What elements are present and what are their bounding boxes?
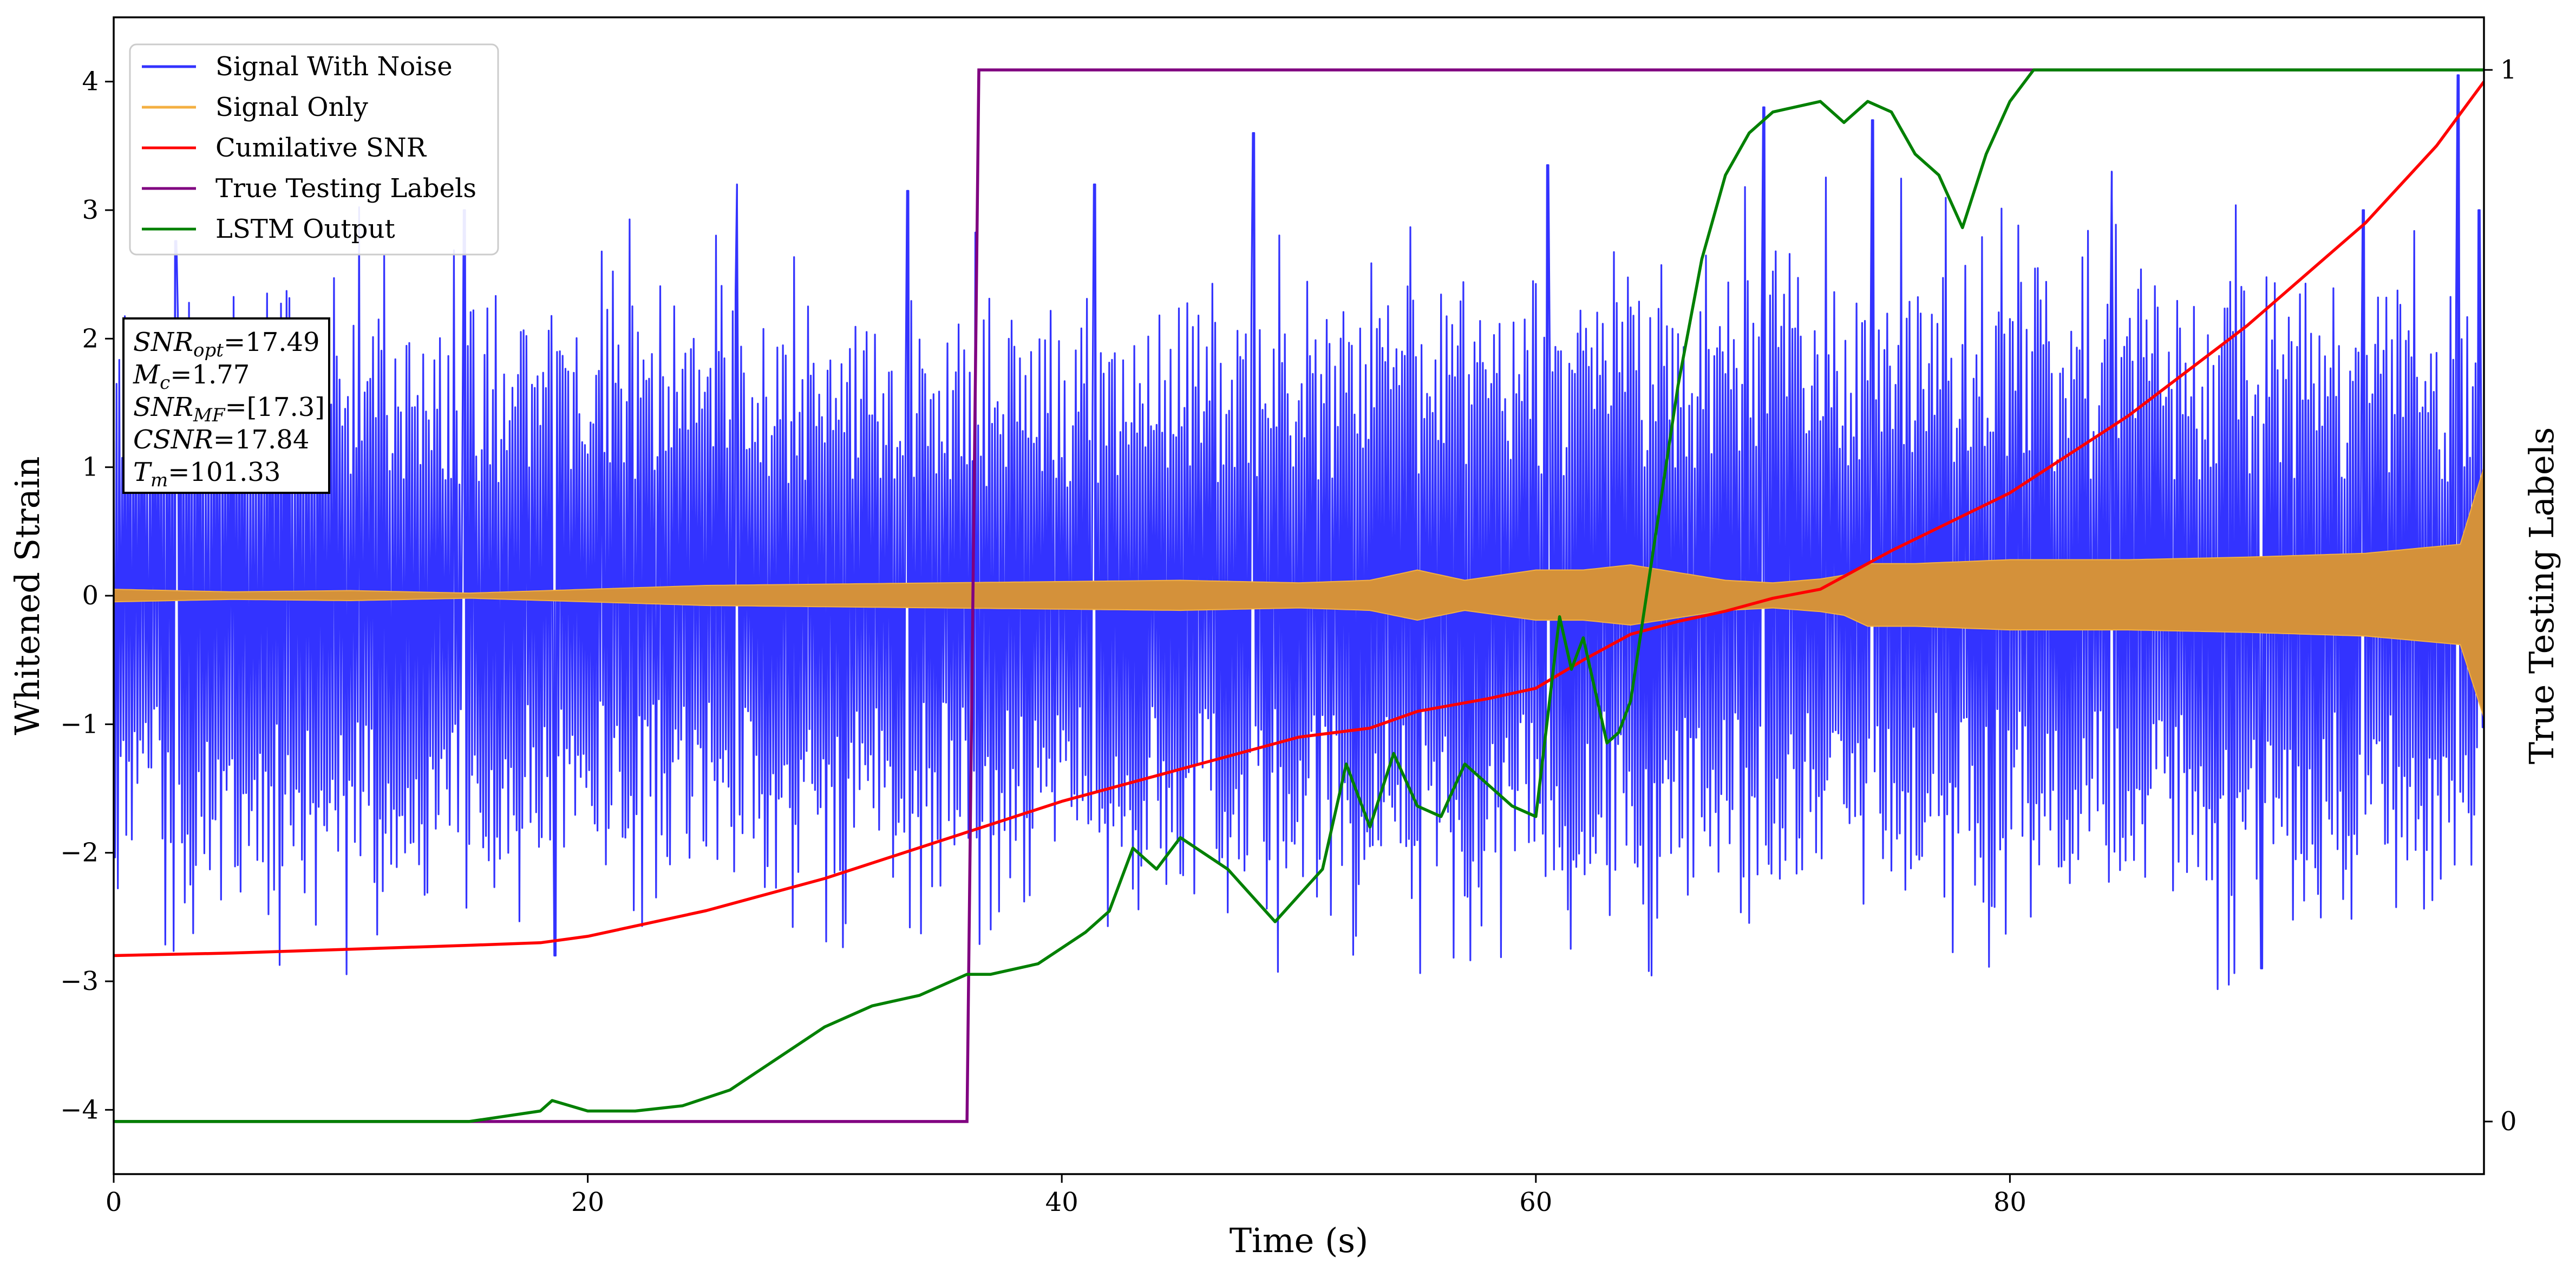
x-tick-label: 40 <box>1045 1187 1078 1217</box>
x-tick-label: 80 <box>1993 1187 2026 1217</box>
x-tick-label: 60 <box>1519 1187 1552 1217</box>
y-tick-label: −3 <box>60 966 99 996</box>
legend-item-cumilative-snr: Cumilative SNR <box>142 133 427 163</box>
y-tick-label: −2 <box>60 838 99 868</box>
cumilative-snr-line <box>114 81 2484 957</box>
right-y-tick-label: 0 <box>2500 1106 2517 1137</box>
right-y-tick-label: 1 <box>2500 55 2517 85</box>
legend: Signal With Noise Signal Only Cumilative… <box>129 43 499 256</box>
true-testing-labels-series <box>114 68 2484 1123</box>
stats-line: SNRMF=[17.3] <box>133 392 325 426</box>
lstm-output-series <box>114 68 2484 1123</box>
y-tick-label: −4 <box>60 1094 99 1125</box>
lstm-output-line <box>114 68 2484 1123</box>
y-tick-label: −1 <box>60 709 99 739</box>
legend-label-lstm-output: LSTM Output <box>215 214 395 244</box>
legend-box <box>129 43 499 256</box>
y-tick-label: 4 <box>82 67 99 97</box>
true-testing-labels-line <box>114 68 2484 1123</box>
stats-line: Mc=1.77 <box>133 360 250 394</box>
signal-only-band <box>114 467 2484 718</box>
stats-line: CSNR=17.84 <box>133 425 309 455</box>
stats-line: SNRopt=17.49 <box>133 327 320 361</box>
legend-item-signal-with-noise: Signal With Noise <box>142 51 453 82</box>
cumulative-snr-series <box>114 81 2484 957</box>
x-tick-label: 0 <box>106 1187 122 1217</box>
legend-label-true-testing-labels: True Testing Labels <box>215 173 476 204</box>
stats-annotation: SNRopt=17.49Mc=1.77SNRMF=[17.3]CSNR=17.8… <box>122 317 330 494</box>
legend-label-cumilative-snr: Cumilative SNR <box>215 133 427 163</box>
x-tick-label: 20 <box>571 1187 604 1217</box>
legend-item-true-testing-labels: True Testing Labels <box>142 173 476 204</box>
right-y-axis-label: True Testing Labels <box>2522 427 2561 765</box>
stats-box <box>122 317 330 494</box>
legend-item-signal-only: Signal Only <box>142 92 368 122</box>
legend-label-signal-only: Signal Only <box>215 92 368 122</box>
y-tick-label: 2 <box>82 323 99 354</box>
legend-item-lstm-output: LSTM Output <box>142 214 395 244</box>
right-y-axis-ticks: 01 <box>2484 55 2517 1137</box>
y-tick-label: 1 <box>82 452 99 483</box>
y-tick-label: 0 <box>82 581 99 611</box>
y-tick-label: 3 <box>82 195 99 225</box>
legend-label-signal-with-noise: Signal With Noise <box>215 51 453 82</box>
x-axis-label: Time (s) <box>1230 1221 1369 1260</box>
y-axis-label: Whitened Strain <box>8 457 47 735</box>
y-axis-ticks: −4 −3 −2 −1 0 1 2 3 4 <box>60 67 114 1125</box>
signal-only-series <box>114 467 2484 718</box>
x-axis-ticks: 0 20 40 60 80 <box>106 1174 2026 1217</box>
stats-line: Tm=101.33 <box>133 457 280 491</box>
